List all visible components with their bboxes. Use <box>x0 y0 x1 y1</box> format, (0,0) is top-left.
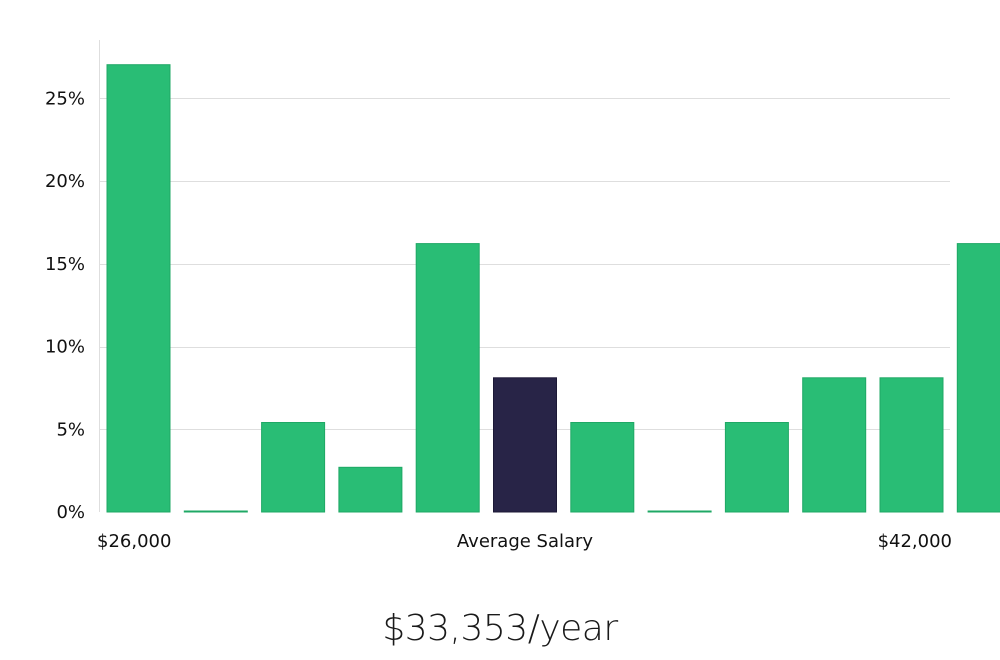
bar <box>802 377 867 513</box>
x-label-center: Average Salary <box>457 531 594 552</box>
bar <box>338 466 403 513</box>
x-label-max: $42,000 <box>878 531 952 552</box>
bar <box>724 422 789 513</box>
bar <box>956 243 1000 513</box>
y-tick-labels: 0% 5% 10% 15% 20% 25% <box>45 88 85 523</box>
bars <box>106 64 1000 513</box>
x-label-min: $26,000 <box>97 531 171 552</box>
y-tick-label: 0% <box>56 502 85 523</box>
salary-histogram-chart: 0%5%10%15%20%25% $26,000 Average Salary … <box>45 40 1000 552</box>
bar <box>261 422 326 513</box>
y-tick-label: 25% <box>45 88 85 109</box>
y-tick-label: 20% <box>45 171 85 192</box>
bar <box>647 510 712 513</box>
bar <box>415 243 480 513</box>
y-tick-label: 10% <box>45 337 85 358</box>
bar-average-highlight <box>493 377 557 513</box>
bar <box>183 510 248 513</box>
bar <box>106 64 171 513</box>
bar <box>879 377 944 513</box>
bar <box>570 422 635 513</box>
y-tick-label: 5% <box>56 419 85 440</box>
average-salary-caption: $33,353/year <box>382 608 618 649</box>
y-tick-label: 15% <box>45 254 85 275</box>
